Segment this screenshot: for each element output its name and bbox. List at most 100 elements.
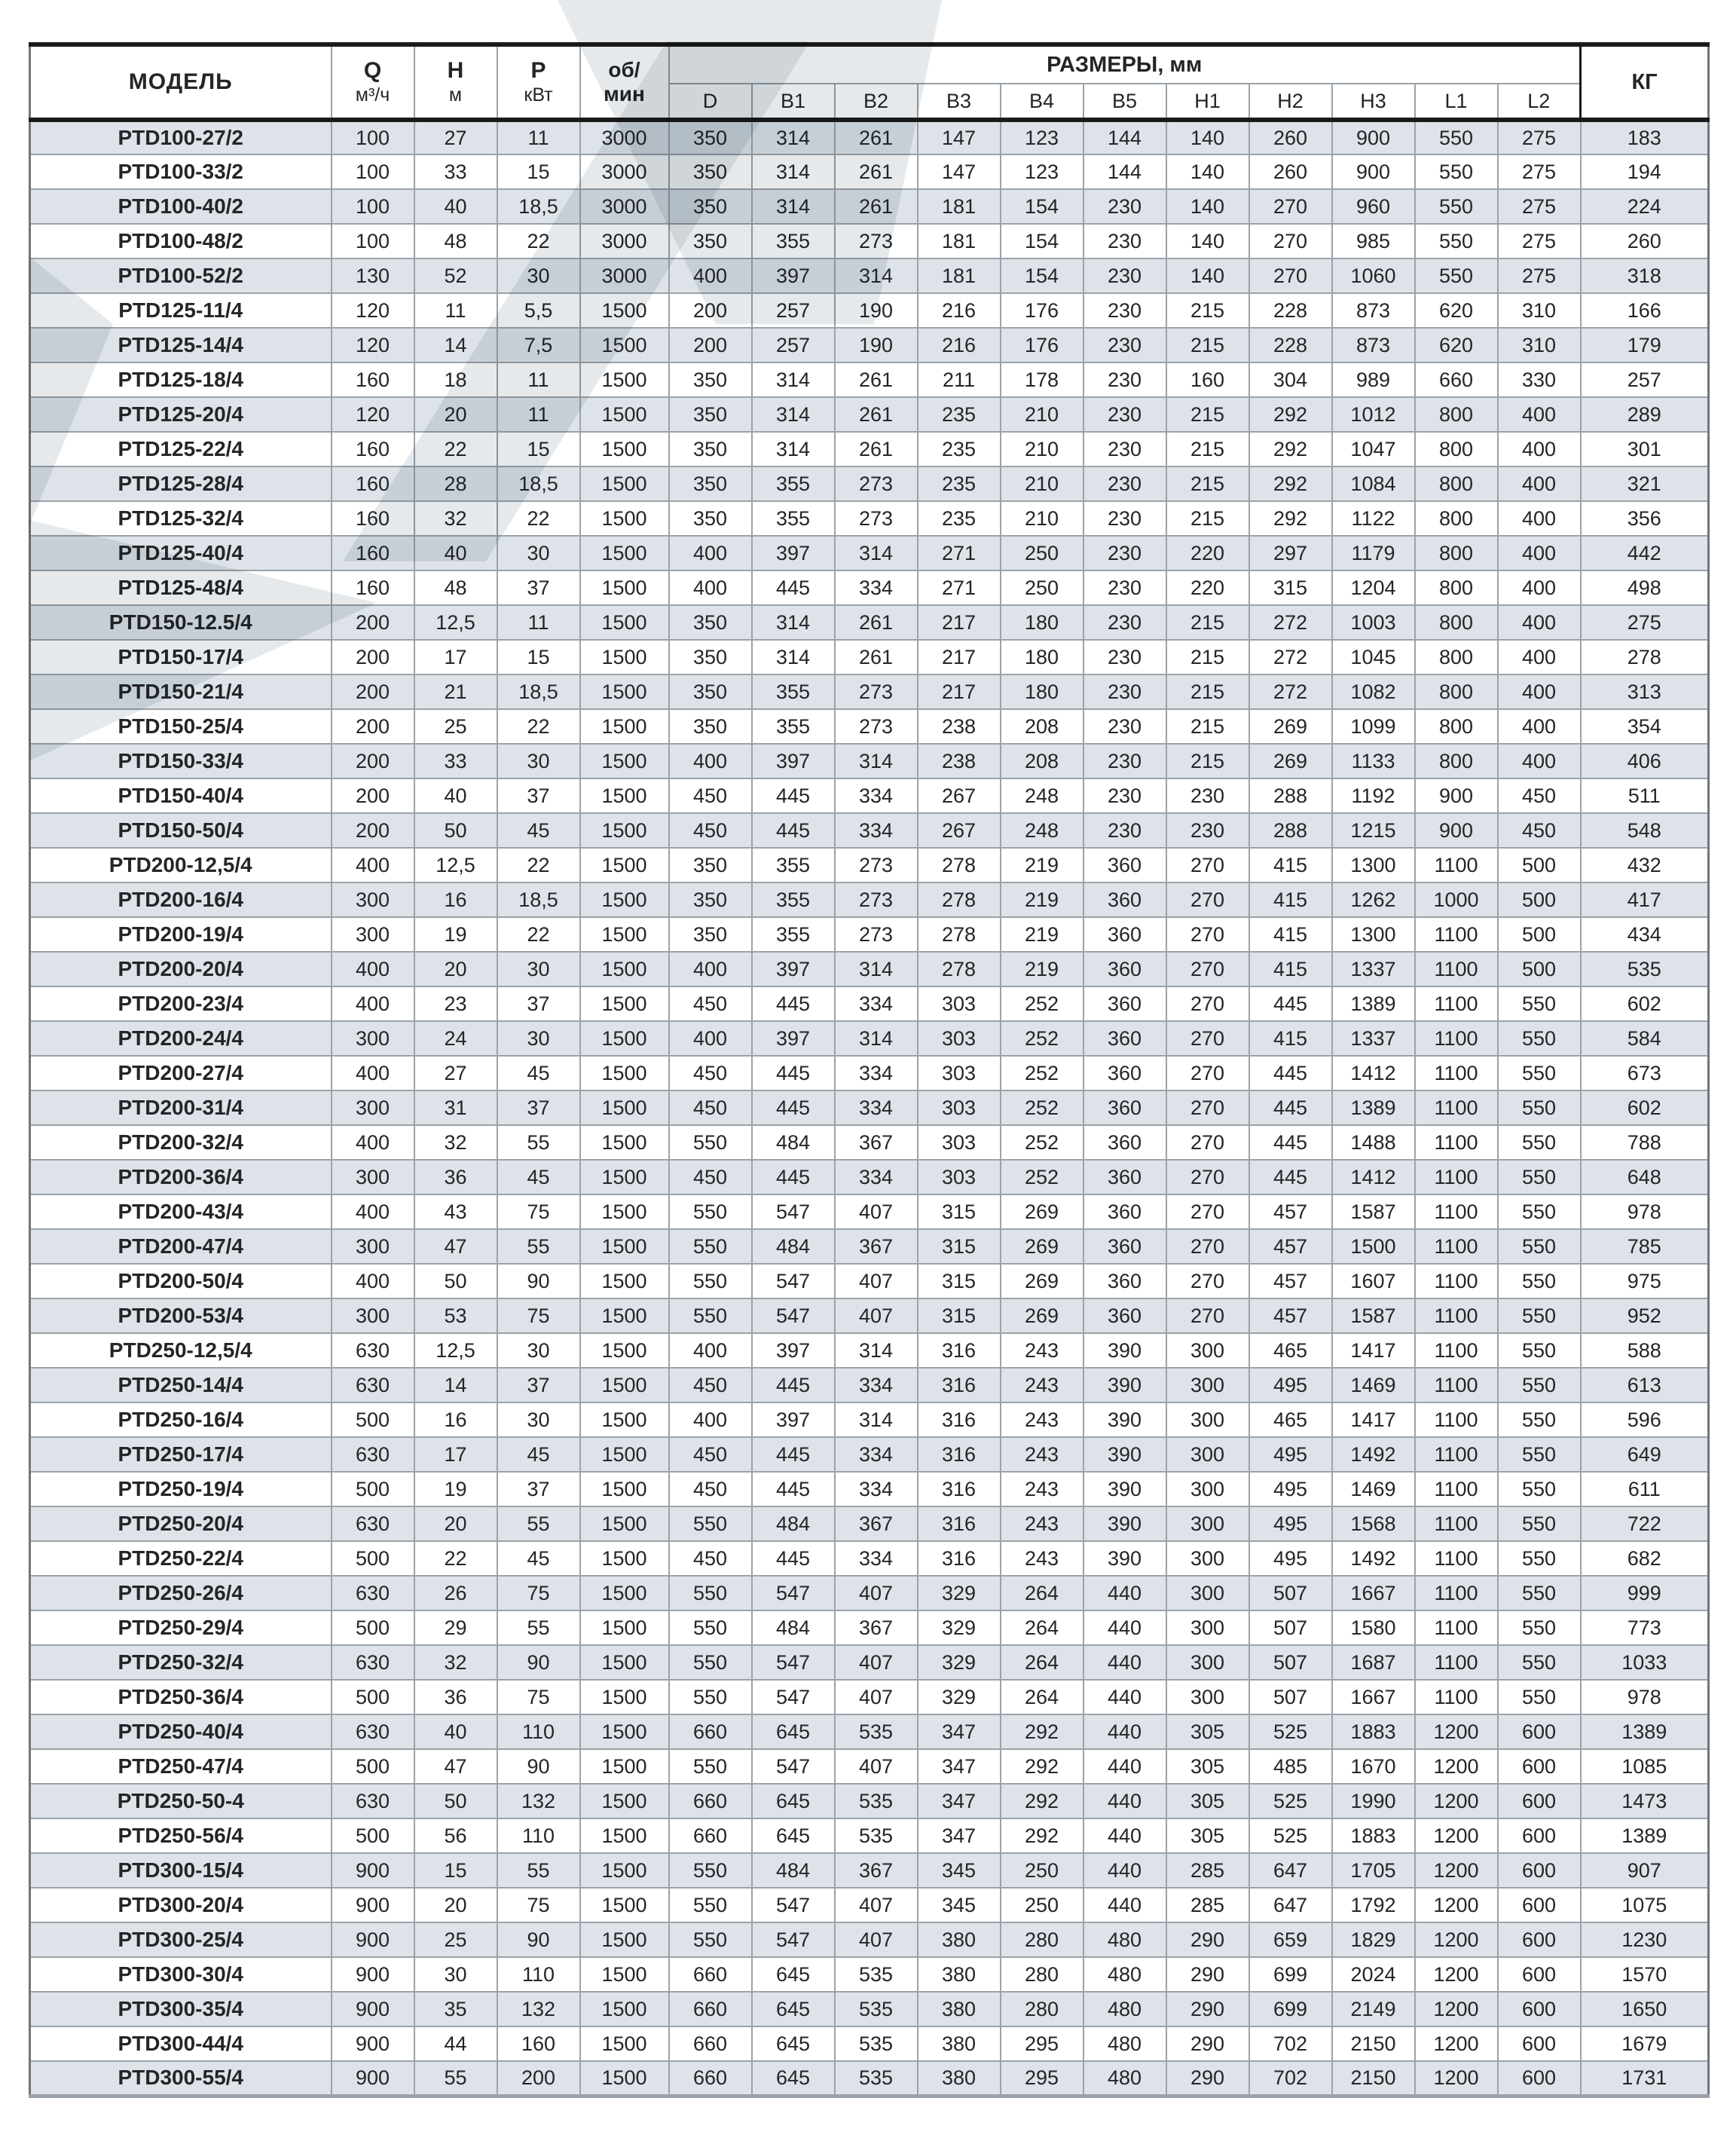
cell-h1: 215 <box>1165 743 1250 779</box>
cell-l1: 1100 <box>1414 1159 1499 1195</box>
cell-h3: 1500 <box>1331 1228 1416 1265</box>
cell-b5: 360 <box>1082 1055 1167 1091</box>
cell-d: 550 <box>668 1887 753 1923</box>
table-row: PTD200-47/4 300 47 55 1500 550 484 367 315 269 360… <box>29 1228 1710 1265</box>
cell-kg: 1473 <box>1579 1783 1710 1819</box>
cell-q: 900 <box>330 1922 415 1958</box>
cell-h1: 220 <box>1165 535 1250 571</box>
cell-b5: 360 <box>1082 1298 1167 1334</box>
cell-h2: 647 <box>1248 1852 1333 1889</box>
cell-h2: 507 <box>1248 1610 1333 1646</box>
cell-h: 12,5 <box>413 604 498 641</box>
cell-l2: 600 <box>1496 1714 1582 1750</box>
cell-b3: 380 <box>916 1991 1001 2027</box>
cell-l2: 550 <box>1496 1124 1582 1161</box>
cell-kg: 1650 <box>1579 1991 1710 2027</box>
cell-rpm: 1500 <box>579 1783 670 1819</box>
cell-q: 160 <box>330 570 415 606</box>
header-p-label: Р <box>530 58 546 83</box>
cell-kg: 682 <box>1579 1540 1710 1577</box>
cell-model: PTD250-16/4 <box>29 1402 332 1438</box>
cell-h1: 270 <box>1165 1159 1250 1195</box>
cell-l2: 550 <box>1496 1644 1582 1681</box>
cell-b5: 480 <box>1082 1956 1167 1993</box>
cell-b4: 280 <box>999 1991 1084 2027</box>
cell-q: 120 <box>330 292 415 329</box>
cell-b1: 314 <box>750 396 836 433</box>
cell-l1: 1200 <box>1414 1991 1499 2027</box>
cell-b2: 367 <box>833 1124 918 1161</box>
cell-h3: 1667 <box>1331 1575 1416 1611</box>
cell-rpm: 1500 <box>579 1020 670 1057</box>
table-row: PTD125-28/4 160 28 18,5 1500 350 355 273 235 210 2… <box>29 466 1710 502</box>
cell-b4: 219 <box>999 882 1084 918</box>
cell-b5: 440 <box>1082 1714 1167 1750</box>
table-row: PTD300-20/4 900 20 75 1500 550 547 407 345 250 440… <box>29 1887 1710 1923</box>
cell-b4: 250 <box>999 535 1084 571</box>
cell-kg: 257 <box>1579 362 1710 398</box>
cell-kg: 602 <box>1579 1090 1710 1126</box>
cell-d: 350 <box>668 119 753 155</box>
cell-kg: 301 <box>1579 431 1710 467</box>
cell-b3: 347 <box>916 1714 1001 1750</box>
cell-rpm: 1500 <box>579 1298 670 1334</box>
header-rpm-line1: об/ <box>608 58 640 81</box>
cell-h1: 300 <box>1165 1679 1250 1715</box>
cell-h: 50 <box>413 1783 498 1819</box>
cell-p: 55 <box>496 1610 581 1646</box>
cell-b4: 295 <box>999 2026 1084 2062</box>
cell-kg: 535 <box>1579 951 1710 987</box>
cell-p: 5,5 <box>496 292 581 329</box>
cell-p: 110 <box>496 1714 581 1750</box>
cell-h2: 228 <box>1248 327 1333 363</box>
cell-l1: 1100 <box>1414 847 1499 883</box>
cell-d: 400 <box>668 951 753 987</box>
cell-h3: 1607 <box>1331 1263 1416 1299</box>
cell-b5: 390 <box>1082 1471 1167 1507</box>
header-dim-b3: B3 <box>916 83 1001 122</box>
cell-kg: 1679 <box>1579 2026 1710 2062</box>
cell-l1: 800 <box>1414 431 1499 467</box>
cell-b4: 252 <box>999 1124 1084 1161</box>
cell-b4: 264 <box>999 1575 1084 1611</box>
cell-q: 100 <box>330 154 415 190</box>
cell-h: 32 <box>413 1644 498 1681</box>
cell-h1: 270 <box>1165 1228 1250 1265</box>
cell-q: 400 <box>330 951 415 987</box>
table-row: PTD100-40/2 100 40 18,5 3000 350 314 261 181 154 2… <box>29 188 1710 225</box>
cell-b2: 334 <box>833 1055 918 1091</box>
cell-b3: 235 <box>916 466 1001 502</box>
cell-b5: 440 <box>1082 1644 1167 1681</box>
cell-l1: 1100 <box>1414 1540 1499 1577</box>
cell-l2: 550 <box>1496 1679 1582 1715</box>
cell-l1: 1100 <box>1414 1402 1499 1438</box>
cell-b1: 397 <box>750 743 836 779</box>
cell-p: 75 <box>496 1298 581 1334</box>
cell-b3: 329 <box>916 1610 1001 1646</box>
cell-b5: 440 <box>1082 1818 1167 1854</box>
cell-h1: 285 <box>1165 1887 1250 1923</box>
cell-model: PTD125-28/4 <box>29 466 332 502</box>
cell-l1: 1200 <box>1414 1922 1499 1958</box>
cell-d: 350 <box>668 154 753 190</box>
cell-model: PTD150-17/4 <box>29 639 332 675</box>
cell-l2: 550 <box>1496 1402 1582 1438</box>
cell-q: 160 <box>330 500 415 537</box>
cell-l1: 1100 <box>1414 1194 1499 1230</box>
cell-b2: 407 <box>833 1194 918 1230</box>
cell-h3: 1883 <box>1331 1714 1416 1750</box>
cell-d: 400 <box>668 535 753 571</box>
cell-l2: 600 <box>1496 1956 1582 1993</box>
cell-b5: 230 <box>1082 431 1167 467</box>
cell-l1: 1200 <box>1414 1748 1499 1785</box>
cell-l1: 1100 <box>1414 1332 1499 1369</box>
cell-model: PTD125-32/4 <box>29 500 332 537</box>
cell-rpm: 1500 <box>579 604 670 641</box>
cell-h3: 1667 <box>1331 1679 1416 1715</box>
cell-b1: 355 <box>750 500 836 537</box>
cell-kg: 417 <box>1579 882 1710 918</box>
cell-p: 75 <box>496 1887 581 1923</box>
cell-l2: 600 <box>1496 1748 1582 1785</box>
cell-h1: 270 <box>1165 847 1250 883</box>
cell-b1: 645 <box>750 1991 836 2027</box>
